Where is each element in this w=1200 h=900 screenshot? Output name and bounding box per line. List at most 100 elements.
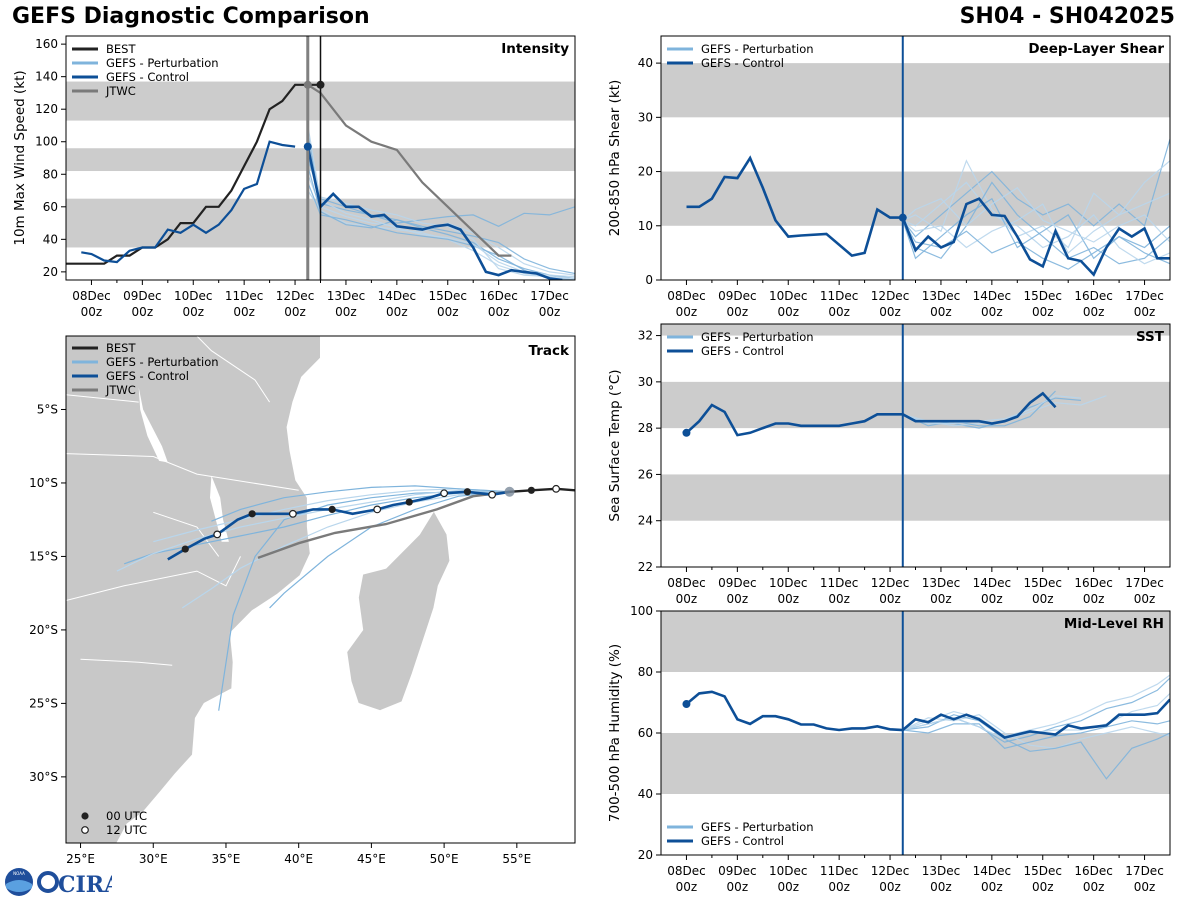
x-tick-label-hour: 00z [233, 305, 255, 319]
storm-id: SH04 - SH042025 [959, 4, 1175, 29]
y-tick-label: 32 [638, 329, 653, 343]
y-tick-label: 20 [638, 165, 653, 179]
x-tick-label-hour: 00z [828, 305, 850, 319]
marker-12utc [288, 509, 297, 518]
panel-title: SST [1136, 329, 1165, 345]
x-tick-label-hour: 00z [182, 305, 204, 319]
legend-label: GEFS - Perturbation [701, 820, 814, 834]
x-tick-label-hour: 00z [1032, 880, 1054, 894]
perturbation-line [902, 138, 1170, 238]
x-tick-label: 45°E [357, 852, 386, 866]
y-tick-label: 10°S [29, 476, 58, 490]
perturbation-line [307, 157, 575, 279]
x-tick-label-hour: 00z [676, 880, 698, 894]
legend-label: GEFS - Perturbation [106, 355, 219, 369]
plot-area [661, 36, 1170, 280]
y-tick-label: 26 [638, 467, 653, 481]
panel-title: Mid-Level RH [1064, 616, 1164, 632]
map-area [66, 336, 575, 843]
x-tick-label-hour: 00z [727, 880, 749, 894]
perturbation-track [116, 489, 510, 572]
x-tick-label-hour: 00z [727, 592, 749, 606]
marker-00utc [405, 498, 413, 506]
best-current-dot [316, 80, 325, 89]
x-tick-label-date: 10Dec [769, 864, 808, 878]
x-tick-label-date: 08Dec [667, 576, 706, 590]
x-tick-label-hour: 00z [981, 880, 1003, 894]
x-tick-label-date: 13Dec [922, 864, 961, 878]
perturbation-line [902, 186, 1170, 243]
x-tick-label-date: 11Dec [820, 289, 859, 303]
y-tick-label: 28 [638, 421, 653, 435]
y-tick-label: 120 [35, 102, 58, 116]
axes-frame [65, 335, 576, 844]
x-tick-label-hour: 00z [879, 880, 901, 894]
x-tick-label-hour: 00z [879, 592, 901, 606]
x-tick-label-hour: 00z [1134, 880, 1156, 894]
x-tick-label: 35°E [212, 852, 241, 866]
marker-00utc [328, 505, 336, 514]
x-tick-label-hour: 00z [335, 305, 357, 319]
x-tick-label: 55°E [502, 852, 531, 866]
x-tick-label-date: 12Dec [871, 576, 910, 590]
madagascar-landmass [346, 509, 451, 712]
perturbation-line [902, 720, 1170, 749]
perturbation-line [902, 674, 1170, 737]
x-tick-label-date: 09Dec [718, 576, 757, 590]
x-tick-label-date: 13Dec [922, 289, 961, 303]
legend-label: GEFS - Perturbation [701, 330, 814, 344]
x-tick-label-date: 08Dec [667, 289, 706, 303]
x-tick-label-date: 10Dec [769, 289, 808, 303]
threshold-band [661, 474, 1170, 521]
y-axis-label: 200-850 hPa Shear (kt) [607, 80, 623, 237]
noaa-logo-text: NOAA [13, 871, 25, 876]
x-tick-label-date: 09Dec [123, 289, 162, 303]
cira-logo-icon: CIRA [37, 871, 112, 898]
threshold-band [661, 171, 1170, 226]
x-tick-label-hour: 00z [1083, 592, 1105, 606]
y-tick-label: 20 [638, 848, 653, 862]
x-tick-label-date: 14Dec [973, 864, 1012, 878]
plot-area [661, 611, 1170, 855]
jtwc-current-dot [303, 80, 312, 89]
current-value-dot [682, 700, 691, 709]
x-tick-label-hour: 00z [981, 592, 1003, 606]
gefs-control-line [686, 155, 903, 258]
marker-legend-00utc [81, 812, 89, 820]
marker-12utc [213, 530, 222, 539]
x-tick-label-hour: 00z [727, 305, 749, 319]
marker-00utc [463, 488, 471, 496]
x-tick-label-hour: 00z [676, 592, 698, 606]
x-tick-label-hour: 00z [777, 880, 799, 894]
country-border [80, 658, 173, 666]
y-tick-label: 5°S [37, 402, 58, 416]
y-tick-label: 10 [638, 219, 653, 233]
x-tick-label-date: 14Dec [378, 289, 417, 303]
x-tick-label: 40°E [284, 852, 313, 866]
y-axis-label: 10m Max Wind Speed (kt) [12, 70, 28, 245]
gefs-control-line [685, 690, 1170, 740]
control-history-line [81, 140, 296, 264]
country-border [153, 511, 220, 557]
y-tick-label: 30°S [29, 770, 58, 784]
marker-12utc [373, 505, 382, 514]
x-tick-label-date: 09Dec [718, 864, 757, 878]
x-tick-label-date: 17Dec [1125, 576, 1164, 590]
chart-sst: 22 24 26 28 30 32 08Dec 00z 09Dec 00z 10Dec 00z 11De… [607, 323, 1171, 606]
threshold-band [661, 611, 1170, 672]
y-tick-label: 60 [638, 726, 653, 740]
x-tick-label-date: 10Dec [769, 576, 808, 590]
x-tick-label-date: 15Dec [1024, 289, 1063, 303]
x-tick-label-hour: 00z [132, 305, 154, 319]
x-tick-label-hour: 00z [930, 305, 952, 319]
cira-logo-text: CIRA [58, 872, 112, 898]
x-tick-label-date: 12Dec [871, 864, 910, 878]
y-tick-label: 15°S [29, 549, 58, 563]
x-tick-label-date: 13Dec [922, 576, 961, 590]
x-tick-label-hour: 00z [1083, 880, 1105, 894]
jtwc-line [307, 83, 512, 257]
country-border [196, 336, 271, 403]
